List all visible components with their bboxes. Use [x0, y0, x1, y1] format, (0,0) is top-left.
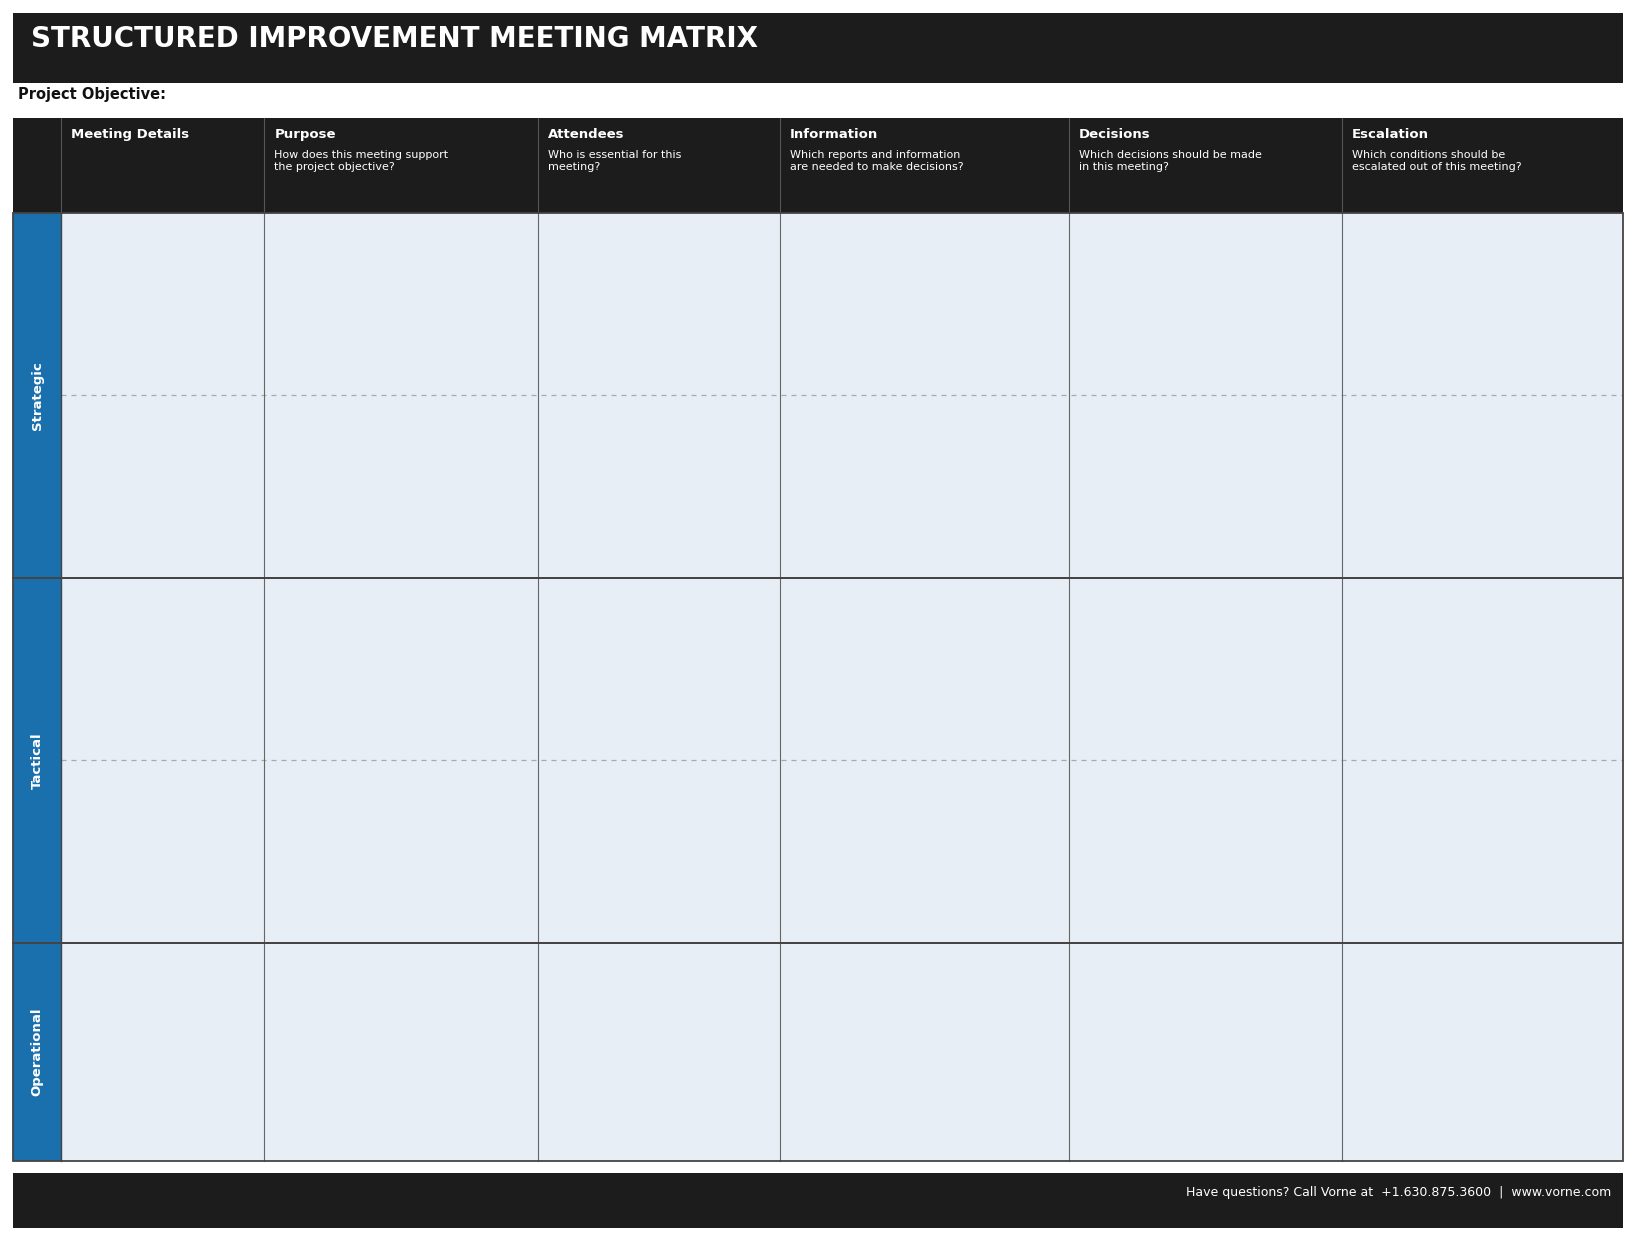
FancyBboxPatch shape	[13, 213, 61, 578]
Text: Which conditions should be
escalated out of this meeting?: Which conditions should be escalated out…	[1351, 150, 1521, 171]
FancyBboxPatch shape	[780, 213, 1068, 396]
FancyBboxPatch shape	[1068, 213, 1342, 396]
FancyBboxPatch shape	[780, 396, 1068, 578]
FancyBboxPatch shape	[538, 396, 780, 578]
FancyBboxPatch shape	[265, 761, 538, 943]
Text: STRUCTURED IMPROVEMENT MEETING MATRIX: STRUCTURED IMPROVEMENT MEETING MATRIX	[31, 25, 757, 53]
Text: Attendees: Attendees	[548, 128, 623, 141]
FancyBboxPatch shape	[780, 761, 1068, 943]
Text: Have questions? Call Vorne at  +1.630.875.3600  |  www.vorne.com: Have questions? Call Vorne at +1.630.875…	[1186, 1186, 1611, 1199]
FancyBboxPatch shape	[61, 396, 265, 578]
Text: Escalation: Escalation	[1351, 128, 1428, 141]
FancyBboxPatch shape	[1342, 761, 1623, 943]
FancyBboxPatch shape	[538, 578, 780, 761]
Text: Which decisions should be made
in this meeting?: Which decisions should be made in this m…	[1078, 150, 1261, 171]
FancyBboxPatch shape	[13, 943, 61, 1162]
Text: How does this meeting support
the project objective?: How does this meeting support the projec…	[275, 150, 448, 171]
FancyBboxPatch shape	[538, 213, 780, 396]
Text: Strategic: Strategic	[31, 361, 44, 429]
FancyBboxPatch shape	[13, 118, 1623, 213]
FancyBboxPatch shape	[13, 578, 61, 943]
FancyBboxPatch shape	[538, 761, 780, 943]
FancyBboxPatch shape	[780, 943, 1068, 1162]
FancyBboxPatch shape	[13, 1173, 1623, 1229]
FancyBboxPatch shape	[265, 578, 538, 761]
FancyBboxPatch shape	[538, 943, 780, 1162]
Text: Project Objective:: Project Objective:	[18, 87, 165, 102]
Text: Decisions: Decisions	[1078, 128, 1150, 141]
FancyBboxPatch shape	[1342, 943, 1623, 1162]
Text: Which reports and information
are needed to make decisions?: Which reports and information are needed…	[790, 150, 964, 171]
FancyBboxPatch shape	[1068, 396, 1342, 578]
FancyBboxPatch shape	[1068, 761, 1342, 943]
FancyBboxPatch shape	[61, 578, 265, 761]
FancyBboxPatch shape	[265, 396, 538, 578]
FancyBboxPatch shape	[61, 943, 265, 1162]
FancyBboxPatch shape	[61, 213, 265, 396]
Text: Information: Information	[790, 128, 879, 141]
Text: Who is essential for this
meeting?: Who is essential for this meeting?	[548, 150, 681, 171]
Text: Operational: Operational	[31, 1008, 44, 1096]
FancyBboxPatch shape	[61, 761, 265, 943]
FancyBboxPatch shape	[1342, 578, 1623, 761]
FancyBboxPatch shape	[1068, 578, 1342, 761]
FancyBboxPatch shape	[780, 578, 1068, 761]
Text: Meeting Details: Meeting Details	[72, 128, 190, 141]
FancyBboxPatch shape	[1068, 943, 1342, 1162]
FancyBboxPatch shape	[265, 943, 538, 1162]
FancyBboxPatch shape	[265, 213, 538, 396]
FancyBboxPatch shape	[13, 12, 1623, 83]
Text: Tactical: Tactical	[31, 732, 44, 789]
FancyBboxPatch shape	[1342, 396, 1623, 578]
FancyBboxPatch shape	[1342, 213, 1623, 396]
Text: Purpose: Purpose	[275, 128, 335, 141]
